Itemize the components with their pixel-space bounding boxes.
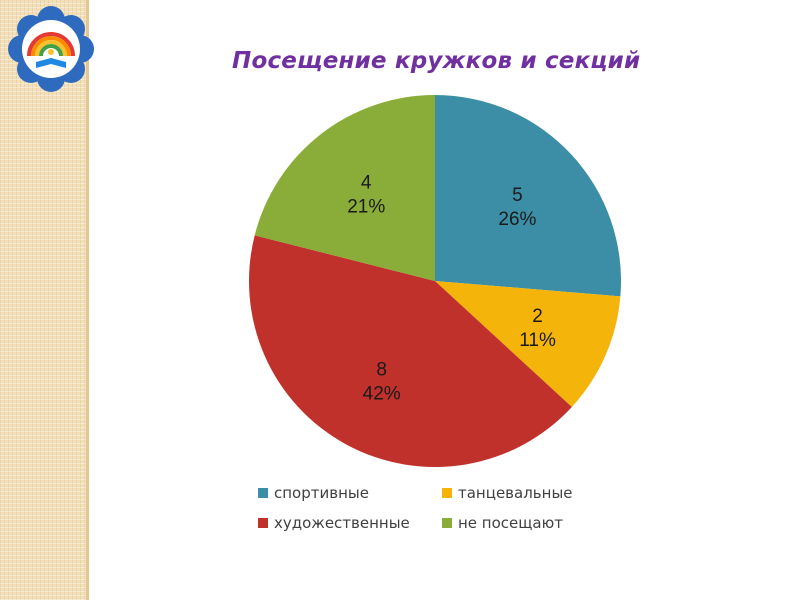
legend-item-art: художественные <box>258 514 410 532</box>
legend-item-sport: спортивные <box>258 484 369 502</box>
pie-slice-art <box>248 235 572 467</box>
slice-label-art: 8 42% <box>363 360 401 405</box>
slice-value-sport: 5 <box>512 185 523 206</box>
legend-swatch-sport <box>258 488 268 498</box>
legend-label-dance: танцевальные <box>458 484 573 502</box>
slice-value-none: 4 <box>361 173 372 194</box>
slice-percent-none: 21% <box>347 197 385 218</box>
legend-label-none: не посещают <box>458 514 563 532</box>
pie-labels: 5 26%2 11%8 42%4 21% <box>347 173 556 405</box>
pie-slice-none <box>254 95 435 281</box>
slice-label-sport: 5 26% <box>498 185 536 230</box>
pie-slice-dance <box>435 281 621 407</box>
legend-label-sport: спортивные <box>274 484 369 502</box>
pie-slice-sport <box>435 95 622 297</box>
legend-label-art: художественные <box>274 514 410 532</box>
legend-item-dance: танцевальные <box>442 484 573 502</box>
slice-value-dance: 2 <box>532 306 543 327</box>
pie-slices <box>248 95 622 467</box>
legend-swatch-dance <box>442 488 452 498</box>
slice-label-none: 4 21% <box>347 173 385 218</box>
slice-label-dance: 2 11% <box>519 306 556 351</box>
legend-item-none: не посещают <box>442 514 563 532</box>
slice-percent-sport: 26% <box>498 209 536 230</box>
legend-swatch-none <box>442 518 452 528</box>
slice-percent-art: 42% <box>363 384 401 405</box>
slice-percent-dance: 11% <box>519 330 556 351</box>
side-strip-border <box>86 0 89 600</box>
decorative-side-strip <box>0 0 86 600</box>
school-logo-icon <box>8 6 94 92</box>
legend-swatch-art <box>258 518 268 528</box>
slice-value-art: 8 <box>376 360 387 381</box>
chart-title: Посещение кружков и секций <box>232 48 641 74</box>
